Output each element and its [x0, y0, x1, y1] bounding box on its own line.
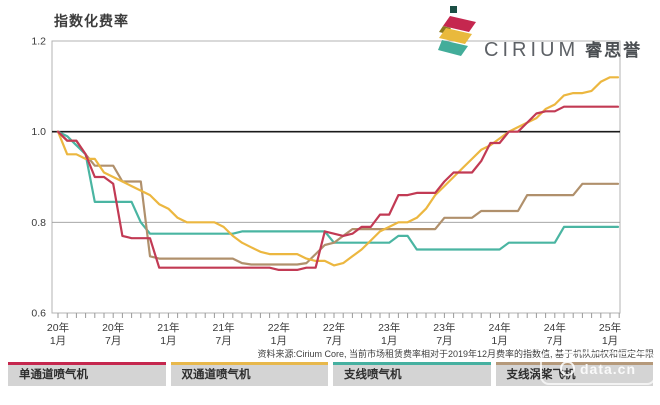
watermark-circle-icon [559, 361, 575, 376]
watermark-text: data.cn [579, 360, 636, 377]
x-axis-label: 25年 1月 [599, 321, 621, 347]
cirium-logo: CIRIUM 睿思誉 [438, 6, 642, 62]
x-axis-label: 22年 1月 [268, 321, 290, 347]
source-note: 资料来源:Cirium Core, 当前市场租赁费率相对于2019年12月费率的… [257, 349, 654, 359]
x-axis-label: 23年 1月 [378, 321, 400, 347]
cirium-logo-chinese-text: 睿思誉 [585, 41, 643, 60]
cirium-logo-mark-icon [438, 6, 476, 56]
x-axis-label: 21年 1月 [157, 321, 179, 347]
x-axis-label: 24年 7月 [544, 321, 566, 347]
y-axis-label: 1.2 [31, 36, 46, 48]
plot-frame [51, 40, 621, 314]
legend-item-single-aisle-jets: 单通道喷气机 [8, 362, 166, 386]
series-line-单通道喷气机 [56, 105, 620, 271]
y-axis-label: 0.6 [31, 308, 46, 320]
x-axis-label: 22年 7月 [323, 321, 345, 347]
x-axis-label: 24年 1月 [489, 321, 511, 347]
series-line-支线喷气机 [56, 130, 620, 251]
x-axis-label: 23年 7月 [433, 321, 455, 347]
legend-item-twin-aisle-jets: 双通道喷气机 [170, 362, 328, 386]
x-axis-label: 21年 7月 [213, 321, 235, 347]
x-axis-label: 20年 1月 [47, 321, 69, 347]
legend-item-regional-jets: 支线喷气机 [333, 362, 491, 386]
y-axis-label: 1.0 [31, 126, 46, 138]
x-axis-label: 20年 7月 [102, 321, 124, 347]
y-axis-label: 0.8 [31, 217, 46, 229]
chart-title: 指数化费率 [54, 13, 129, 29]
series-line-支线涡桨飞机 [56, 130, 620, 266]
cirium-logo-text: CIRIUM [484, 39, 580, 61]
rate-index-line-chart: 20年 1月 20年 7月 21年 1月 21年 7月 22年 1月 22年 7月 23年 1月 23年 7月… [31, 36, 621, 348]
watermark: data.cn [540, 352, 656, 385]
